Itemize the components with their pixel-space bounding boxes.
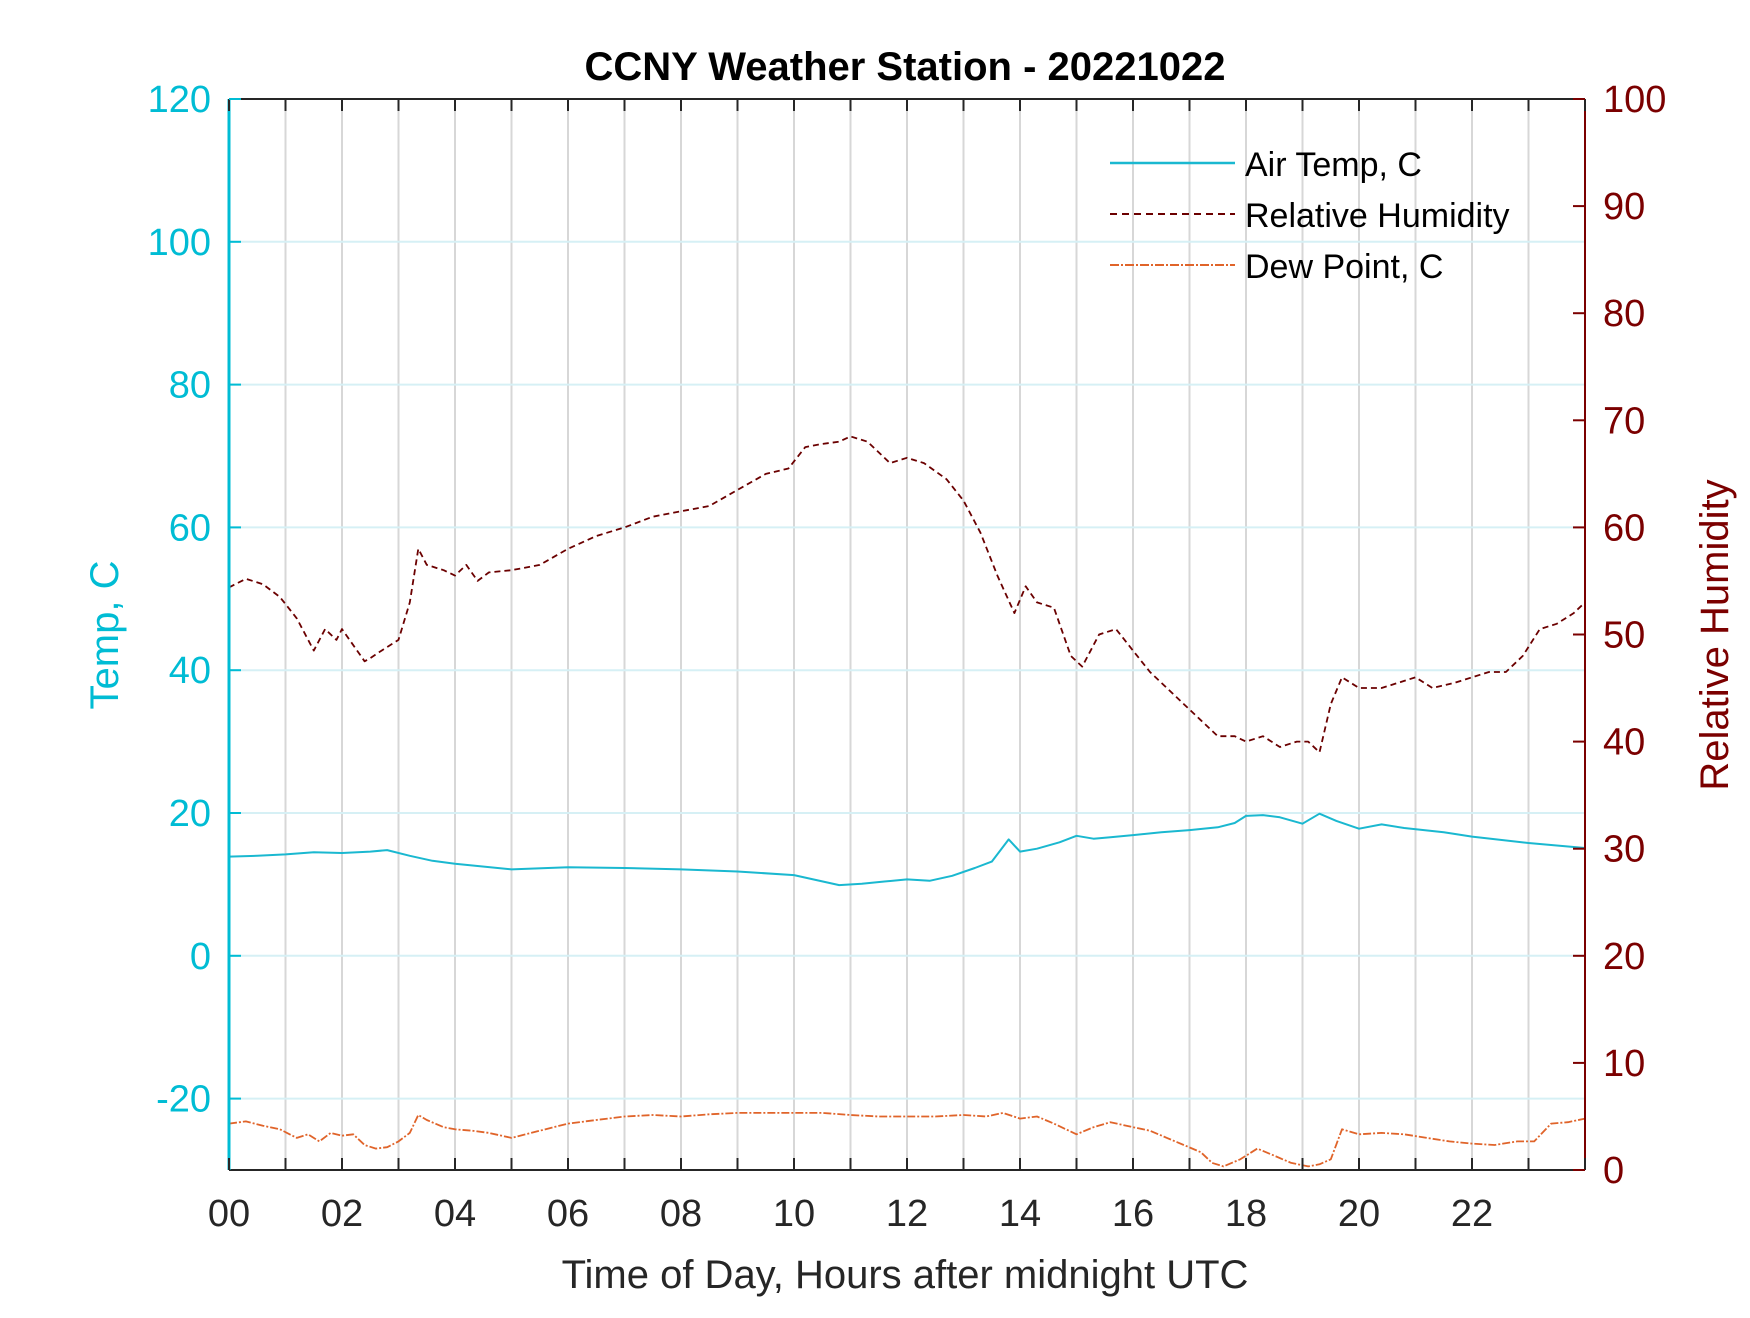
x-tick-label: 14 bbox=[999, 1193, 1041, 1235]
grid-layer bbox=[229, 99, 1585, 1170]
y-right-tick-label: 20 bbox=[1603, 936, 1645, 978]
series-line-air-temp bbox=[228, 812, 1586, 887]
y-right-tick-label: 80 bbox=[1603, 293, 1645, 335]
y-left-tick-label: 40 bbox=[169, 650, 211, 692]
y-left-tick-label: 0 bbox=[190, 936, 211, 978]
x-tick-label: 20 bbox=[1338, 1193, 1380, 1235]
series-line-humidity bbox=[228, 435, 1586, 754]
y-right-tick-label: 30 bbox=[1603, 829, 1645, 871]
y-left-tick-label: 20 bbox=[169, 793, 211, 835]
y-axis-right-label: Relative Humidity bbox=[1693, 479, 1737, 790]
legend-label-dew-point: Dew Point, C bbox=[1245, 248, 1443, 286]
y-right-tick-label: 50 bbox=[1603, 615, 1645, 657]
x-tick-label: 18 bbox=[1225, 1193, 1267, 1235]
y-left-tick-label: 80 bbox=[169, 365, 211, 407]
legend-label-air-temp: Air Temp, C bbox=[1245, 146, 1422, 184]
y-left-tick-label: 100 bbox=[148, 222, 211, 264]
series-layer bbox=[228, 435, 1586, 1168]
x-tick-label: 16 bbox=[1112, 1193, 1154, 1235]
x-tick-label: 10 bbox=[773, 1193, 815, 1235]
y-left-tick-label: 120 bbox=[148, 79, 211, 121]
x-tick-label: 22 bbox=[1451, 1193, 1493, 1235]
x-tick-label: 04 bbox=[434, 1193, 476, 1235]
y-right-tick-label: 90 bbox=[1603, 186, 1645, 228]
x-tick-label: 06 bbox=[547, 1193, 589, 1235]
x-axis-label: Time of Day, Hours after midnight UTC bbox=[562, 1253, 1249, 1297]
legend: Air Temp, C Relative Humidity Dew Point,… bbox=[1110, 146, 1510, 286]
legend-label-humidity: Relative Humidity bbox=[1245, 197, 1510, 235]
chart-title: CCNY Weather Station - 20221022 bbox=[585, 45, 1226, 89]
x-tick-label: 02 bbox=[321, 1193, 363, 1235]
y-right-tick-label: 40 bbox=[1603, 722, 1645, 764]
y-left-tick-label: 60 bbox=[169, 507, 211, 549]
series-line-dew-point bbox=[228, 1112, 1586, 1168]
y-right-tick-label: 10 bbox=[1603, 1043, 1645, 1085]
y-axis-left-label: Temp, C bbox=[83, 561, 127, 710]
x-tick-label: 00 bbox=[208, 1193, 250, 1235]
y-right-tick-label: 0 bbox=[1603, 1150, 1624, 1192]
ticks-layer: 00 02 04 06 08 10 12 14 16 18 20 22-200204060801001… bbox=[148, 79, 1667, 1235]
y-right-tick-label: 70 bbox=[1603, 400, 1645, 442]
x-tick-label: 12 bbox=[886, 1193, 928, 1235]
y-right-tick-label: 100 bbox=[1603, 79, 1666, 121]
x-tick-label: 08 bbox=[660, 1193, 702, 1235]
y-left-tick-label: -20 bbox=[156, 1079, 211, 1121]
y-right-tick-label: 60 bbox=[1603, 507, 1645, 549]
